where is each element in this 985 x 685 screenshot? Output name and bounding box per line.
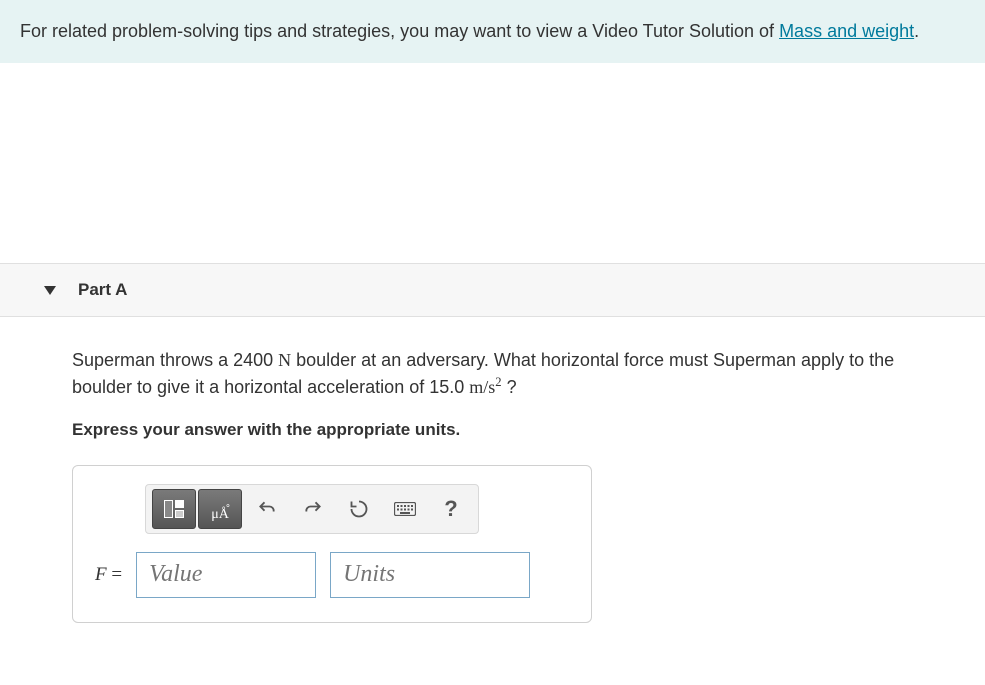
equals-sign: = — [111, 564, 122, 585]
help-button[interactable]: ? — [430, 489, 472, 529]
collapse-icon — [44, 286, 56, 295]
answer-box: μÅ∘ ? F = — [72, 465, 592, 623]
undo-button[interactable] — [246, 489, 288, 529]
variable-label: F = — [95, 561, 122, 589]
fraction-template-button[interactable] — [152, 489, 196, 529]
part-header[interactable]: Part A — [0, 263, 985, 317]
answer-inputs: F = — [95, 552, 569, 598]
part-body: Superman throws a 2400 N boulder at an a… — [0, 317, 985, 653]
units-input[interactable] — [330, 552, 530, 598]
answer-toolbar: μÅ∘ ? — [145, 484, 479, 534]
part-label: Part A — [78, 280, 127, 300]
question-text: Superman throws a 2400 N boulder at an a… — [72, 347, 913, 400]
spacer — [0, 63, 985, 263]
hint-text-before: For related problem-solving tips and str… — [20, 21, 779, 41]
units-format-button[interactable]: μÅ∘ — [198, 489, 242, 529]
reset-button[interactable] — [338, 489, 380, 529]
answer-instruction: Express your answer with the appropriate… — [72, 418, 913, 443]
redo-button[interactable] — [292, 489, 334, 529]
hint-box: For related problem-solving tips and str… — [0, 0, 985, 63]
variable-symbol: F — [95, 564, 107, 585]
value-input[interactable] — [136, 552, 316, 598]
format-group: μÅ∘ — [152, 489, 242, 529]
hint-text-after: . — [914, 21, 919, 41]
video-tutor-link[interactable]: Mass and weight — [779, 21, 914, 41]
keyboard-button[interactable] — [384, 489, 426, 529]
